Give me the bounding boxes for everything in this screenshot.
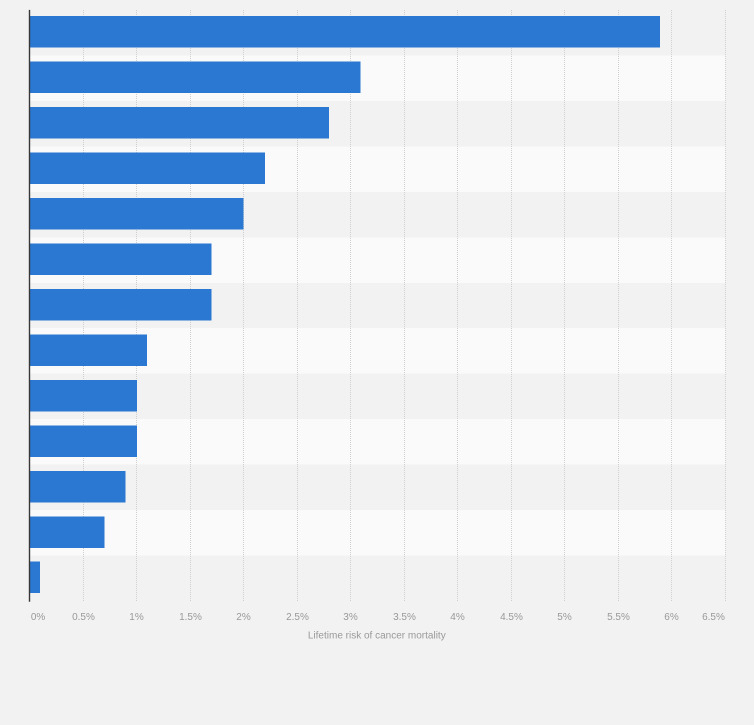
svg-text:5%: 5% bbox=[557, 612, 572, 623]
svg-text:Lifetime risk of cancer mortal: Lifetime risk of cancer mortality bbox=[308, 631, 446, 642]
svg-text:4%: 4% bbox=[450, 612, 465, 623]
svg-text:4.5%: 4.5% bbox=[500, 612, 523, 623]
svg-text:6%: 6% bbox=[664, 612, 679, 623]
svg-text:1.5%: 1.5% bbox=[179, 612, 202, 623]
svg-text:5.5%: 5.5% bbox=[607, 612, 630, 623]
svg-text:1%: 1% bbox=[129, 612, 144, 623]
svg-text:3%: 3% bbox=[343, 612, 358, 623]
svg-text:2.5%: 2.5% bbox=[286, 612, 309, 623]
svg-text:3.5%: 3.5% bbox=[393, 612, 416, 623]
svg-text:6.5%: 6.5% bbox=[702, 612, 725, 623]
svg-text:0.5%: 0.5% bbox=[72, 612, 95, 623]
svg-text:2%: 2% bbox=[236, 612, 251, 623]
svg-text:0%: 0% bbox=[31, 612, 46, 623]
